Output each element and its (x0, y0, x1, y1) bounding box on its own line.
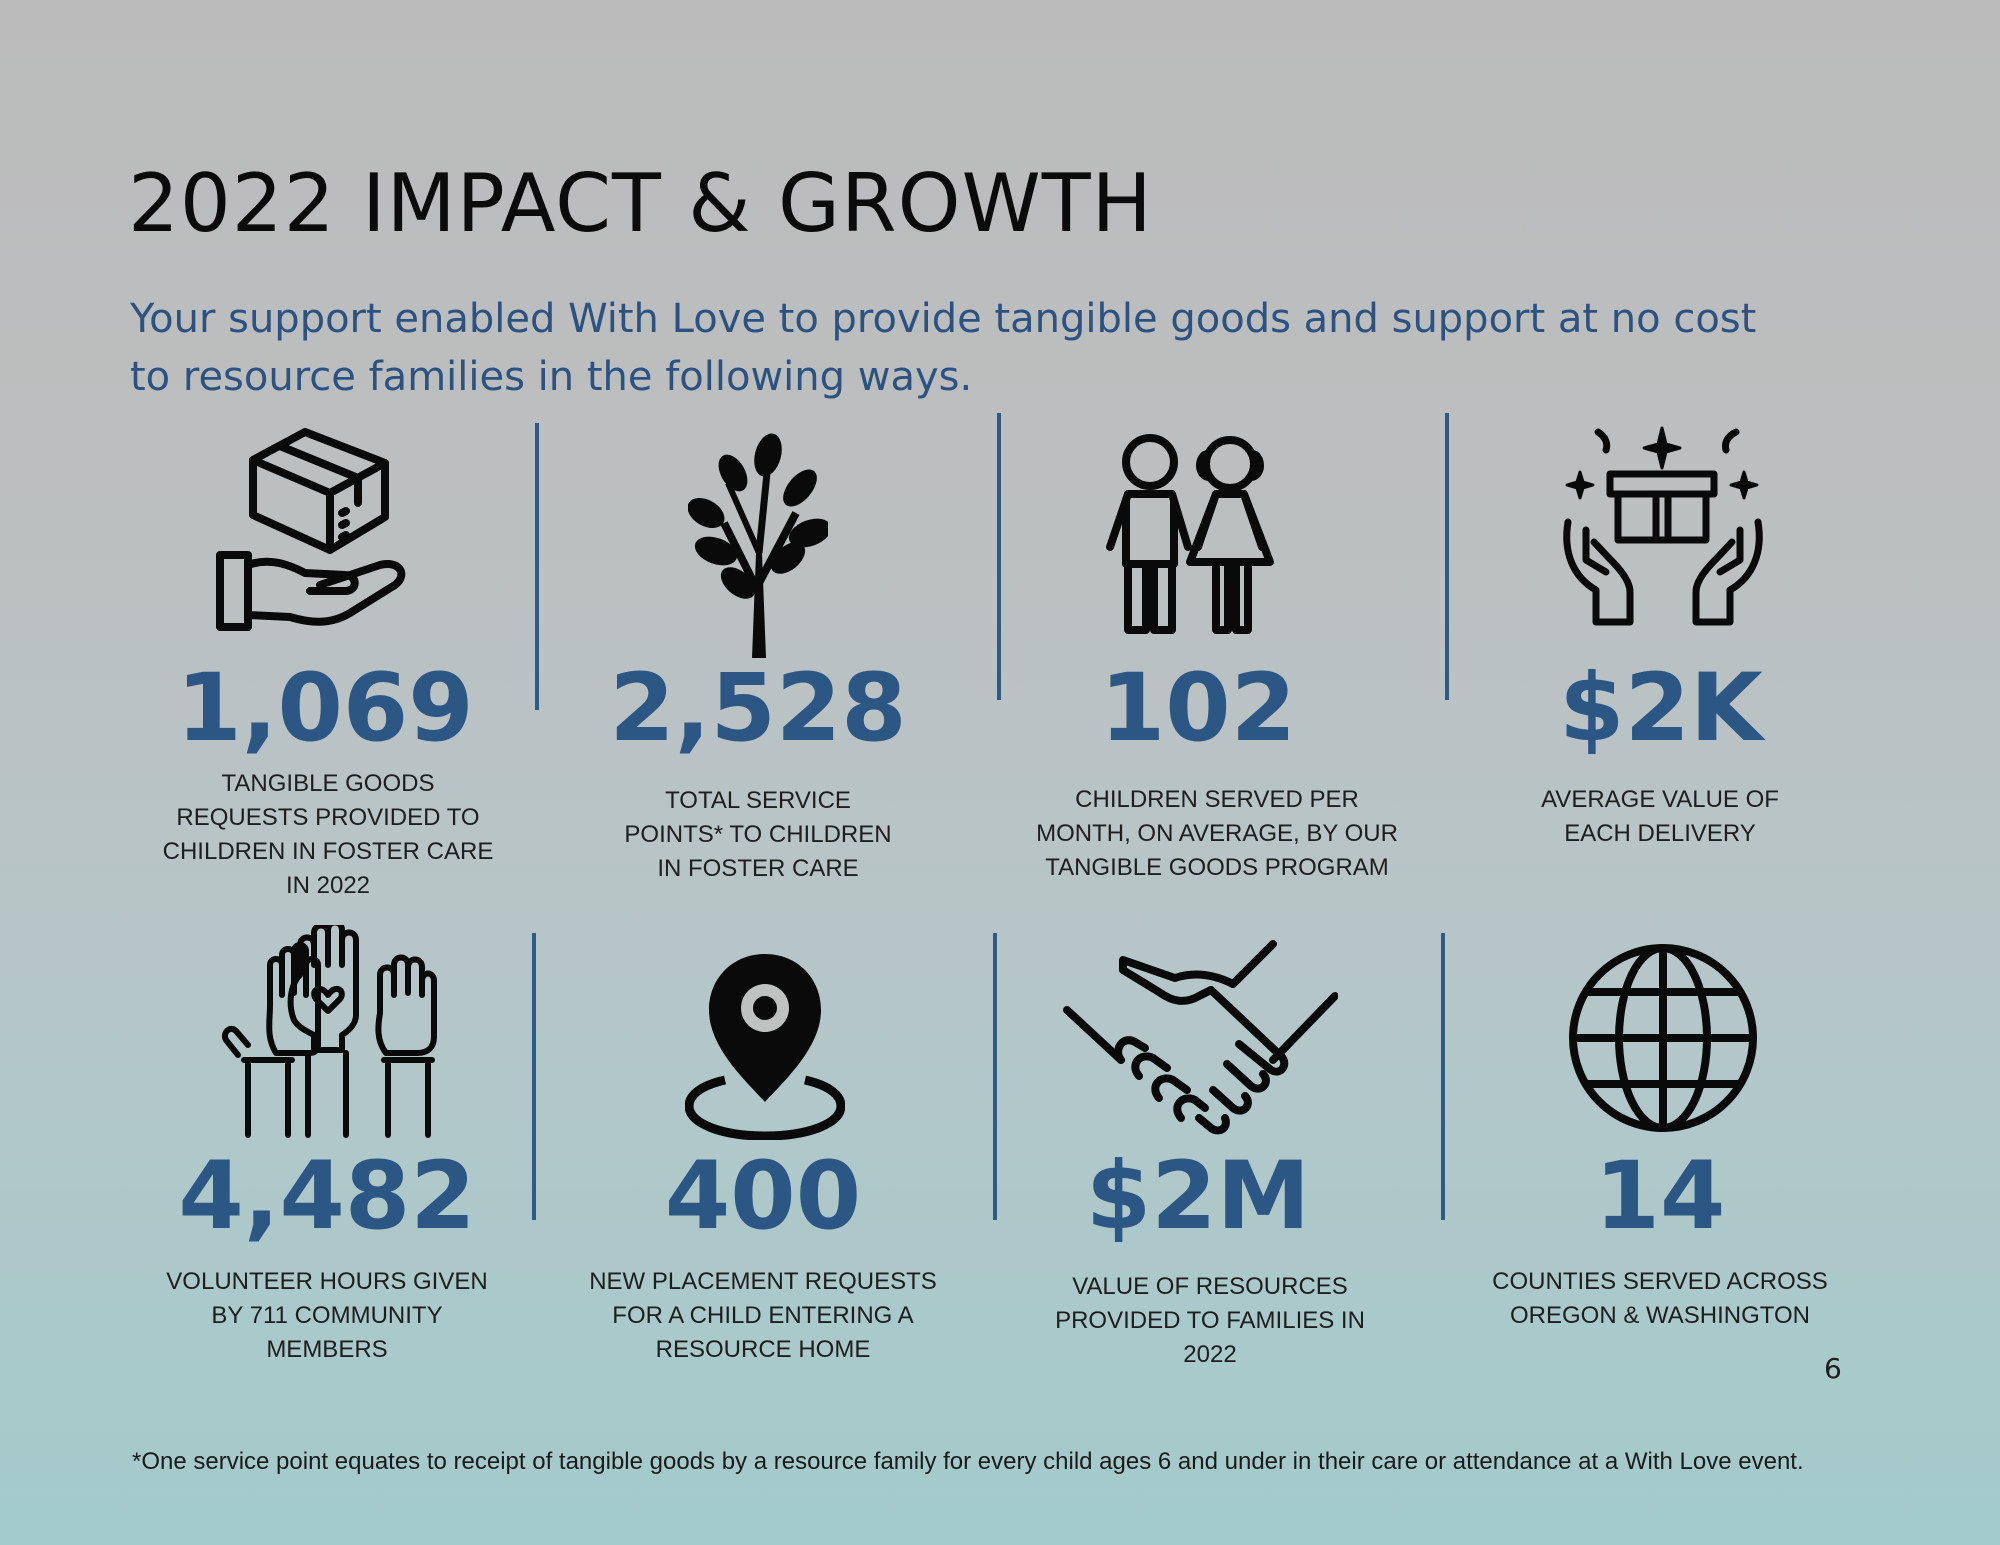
stat-description: NEW PLACEMENT REQUESTS FOR A CHILD ENTER… (589, 1268, 937, 1363)
divider (1445, 413, 1449, 700)
stat-value: $2K (1559, 654, 1763, 763)
stat-value: 4,482 (178, 1142, 476, 1251)
divider (997, 413, 1001, 700)
handshake-icon (1063, 940, 1338, 1135)
footnote: *One service point equates to receipt of… (132, 1448, 1804, 1475)
stat-description: VOLUNTEER HOURS GIVEN BY 711 COMMUNITY M… (166, 1268, 488, 1363)
children-icon (1106, 434, 1274, 634)
stat-value: 102 (1099, 654, 1297, 763)
divider (535, 423, 539, 710)
stat-value: 14 (1594, 1142, 1726, 1251)
hands-gift-icon (1563, 426, 1763, 626)
divider (1441, 933, 1445, 1220)
page-title: 2022 IMPACT & GROWTH (128, 157, 1153, 250)
divider (532, 933, 536, 1220)
globe-icon (1569, 944, 1757, 1132)
stat-value: 400 (664, 1142, 862, 1251)
tree-icon (688, 433, 828, 658)
stat-value: 1,069 (176, 654, 474, 763)
stat-description: TOTAL SERVICE POINTS* TO CHILDREN IN FOS… (624, 787, 892, 882)
stat-value: $2M (1085, 1142, 1311, 1251)
intro-text: Your support enabled With Love to provid… (130, 296, 1757, 400)
stat-description: VALUE OF RESOURCES PROVIDED TO FAMILIES … (1055, 1273, 1365, 1368)
page-number: 6 (1824, 1352, 1842, 1385)
location-pin-icon (685, 954, 845, 1140)
stat-description: CHILDREN SERVED PER MONTH, ON AVERAGE, B… (1036, 786, 1398, 881)
stat-description: AVERAGE VALUE OF EACH DELIVERY (1541, 786, 1779, 847)
stat-description: COUNTIES SERVED ACROSS OREGON & WASHINGT… (1492, 1268, 1828, 1329)
hand-holding-box-icon (216, 428, 406, 631)
divider (993, 933, 997, 1220)
stat-description: TANGIBLE GOODS REQUESTS PROVIDED TO CHIL… (162, 770, 494, 899)
stat-value: 2,528 (609, 654, 907, 763)
raised-hands-icon (222, 925, 437, 1138)
